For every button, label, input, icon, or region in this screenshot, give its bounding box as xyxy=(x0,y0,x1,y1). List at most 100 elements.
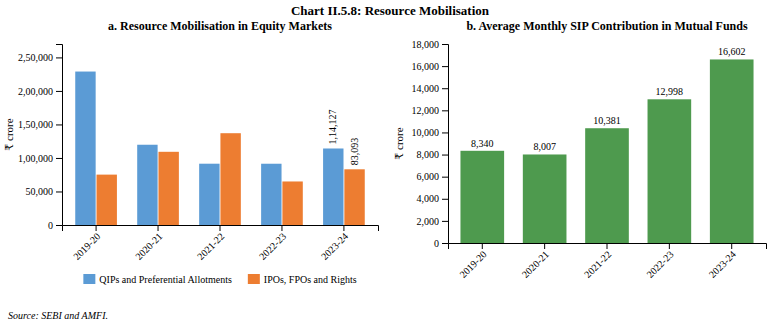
x-tick-mark xyxy=(158,225,159,231)
x-tick: 2023-24 xyxy=(707,243,738,280)
y-axis-line xyxy=(442,45,449,244)
y-tick-label: 12,000 xyxy=(412,105,440,116)
y-tick-label: 16,000 xyxy=(412,61,440,72)
y-tick-label: 2,50,000 xyxy=(18,52,53,63)
x-tick-label: 2019-20 xyxy=(457,249,488,280)
y-tick-mark xyxy=(442,44,448,45)
y-tick: 16,000 xyxy=(412,61,449,72)
x-axis: 2019-20 2020-21 2021-22 2022-23 2023-24 xyxy=(63,225,379,262)
y-tick-label: 0 xyxy=(48,220,53,231)
x-tick: 2023-24 xyxy=(319,225,350,262)
y-tick-mark xyxy=(442,243,448,244)
y-axis-title: ₹ crore xyxy=(3,118,15,150)
y-tick-label: 2,000 xyxy=(417,216,440,227)
bar xyxy=(585,128,629,243)
legend: QIPs and Preferential Allotments IPOs, FP… xyxy=(83,274,356,285)
x-tick: 2022-23 xyxy=(644,243,675,280)
bar xyxy=(199,164,219,225)
bar xyxy=(137,145,157,225)
y-tick: 1,00,000 xyxy=(18,153,62,164)
y-tick: 50,000 xyxy=(26,186,63,197)
data-labels: 8,3408,00710,38112,99816,602 xyxy=(471,46,745,152)
y-tick-mark xyxy=(442,155,448,156)
x-tick: 2019-20 xyxy=(457,243,488,280)
y-tick-label: 18,000 xyxy=(412,39,440,50)
bar xyxy=(323,148,343,225)
x-tick: 2020-21 xyxy=(133,225,164,262)
y-tick: 2,00,000 xyxy=(18,86,62,97)
data-label: 8,007 xyxy=(533,141,556,152)
x-tick-label: 2021-22 xyxy=(195,231,226,262)
bar xyxy=(710,59,754,243)
y-tick-mark xyxy=(442,221,448,222)
legend-label: IPOs, FPOs and Rights xyxy=(264,274,357,285)
source-note: Source: SEBI and AMFI. xyxy=(8,310,108,321)
bar xyxy=(220,133,240,225)
bar xyxy=(648,99,692,243)
chart-title: a. Resource Mobilisation in Equity Marke… xyxy=(108,19,332,33)
legend-swatch xyxy=(83,274,95,284)
x-tick-label: 2021-22 xyxy=(582,249,613,280)
y-tick: 14,000 xyxy=(412,83,449,94)
x-tick-mark xyxy=(96,225,97,231)
x-tick-mark xyxy=(343,225,344,231)
panel: 02,0004,0006,0008,00010,00012,00014,0001… xyxy=(393,19,767,280)
y-tick-label: 2,00,000 xyxy=(18,86,53,97)
chart-svg: Chart II.5.8: Resource MobilisationSourc… xyxy=(0,0,780,325)
y-tick-mark xyxy=(56,57,62,58)
y-tick-label: 1,00,000 xyxy=(18,153,53,164)
data-label: 1,14,127 xyxy=(327,109,338,144)
x-axis-line xyxy=(449,244,767,250)
x-tick-label: 2023-24 xyxy=(319,231,350,262)
data-label: 10,381 xyxy=(593,115,621,126)
y-tick-mark xyxy=(442,199,448,200)
bar xyxy=(523,154,567,243)
y-tick-label: 1,50,000 xyxy=(18,119,53,130)
bar xyxy=(158,152,178,225)
x-tick-mark xyxy=(669,243,670,249)
bar xyxy=(75,72,95,225)
legend-item: IPOs, FPOs and Rights xyxy=(248,274,357,285)
y-tick-label: 8,000 xyxy=(417,149,440,160)
y-tick-mark xyxy=(56,91,62,92)
y-tick-mark xyxy=(56,225,62,226)
x-tick-mark xyxy=(607,243,608,249)
x-tick: 2022-23 xyxy=(257,225,288,262)
y-axis: 0 50,000 1,00,000 1,50,000 2,00,000 2,50,000 xyxy=(18,45,63,231)
y-tick-mark xyxy=(442,66,448,67)
data-label: 12,998 xyxy=(656,86,684,97)
y-tick: 6,000 xyxy=(417,171,449,182)
data-label: 83,093 xyxy=(349,138,360,166)
x-tick-label: 2020-21 xyxy=(520,249,551,280)
y-tick: 0 xyxy=(434,238,448,249)
bars xyxy=(460,59,753,243)
bar xyxy=(460,151,504,243)
y-tick-mark xyxy=(442,110,448,111)
x-tick: 2020-21 xyxy=(520,243,551,280)
x-tick-mark xyxy=(281,225,282,231)
x-tick-mark xyxy=(544,243,545,249)
y-tick: 18,000 xyxy=(412,39,449,50)
y-tick-mark xyxy=(442,177,448,178)
x-axis-line xyxy=(63,226,379,232)
y-tick: 2,50,000 xyxy=(18,52,62,63)
x-tick-mark xyxy=(731,243,732,249)
data-label: 8,340 xyxy=(471,138,494,149)
y-tick-label: 6,000 xyxy=(417,171,440,182)
x-tick-mark xyxy=(220,225,221,231)
y-tick-label: 14,000 xyxy=(412,83,440,94)
y-tick-label: 10,000 xyxy=(412,127,440,138)
y-tick-label: 50,000 xyxy=(26,186,54,197)
x-tick-label: 2022-23 xyxy=(257,231,288,262)
legend-label: QIPs and Preferential Allotments xyxy=(99,274,232,285)
y-tick-mark xyxy=(56,158,62,159)
x-tick-label: 2019-20 xyxy=(71,231,102,262)
y-axis-line xyxy=(56,45,63,226)
x-tick-label: 2020-21 xyxy=(133,231,164,262)
x-axis: 2019-20 2020-21 2021-22 2022-23 2023-24 xyxy=(449,243,767,280)
x-tick-mark xyxy=(482,243,483,249)
y-axis-title: ₹ crore xyxy=(393,127,405,159)
y-tick: 12,000 xyxy=(412,105,449,116)
x-tick: 2021-22 xyxy=(195,225,226,262)
y-tick: 10,000 xyxy=(412,127,449,138)
